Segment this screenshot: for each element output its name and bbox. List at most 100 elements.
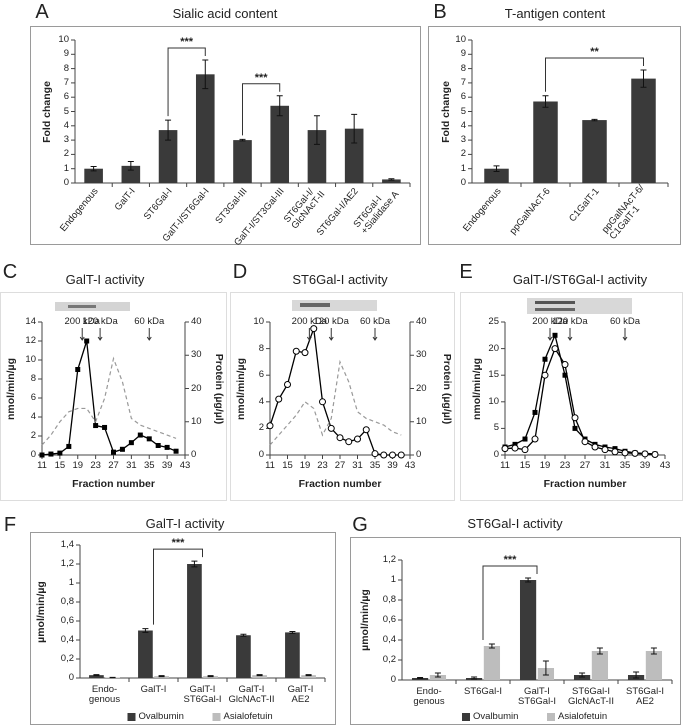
marker [75, 367, 81, 372]
y-tick-label: 6 [63, 90, 69, 102]
marker [581, 438, 589, 446]
bar [519, 580, 537, 680]
marker [522, 436, 528, 442]
error-bar [640, 69, 647, 88]
y-tick-label: 0 [68, 671, 74, 683]
x-tick-label: 43 [179, 459, 191, 471]
marker [561, 361, 569, 369]
chart-title: ST6Gal-I activity [292, 271, 388, 287]
bar [187, 564, 202, 678]
marker [621, 449, 629, 457]
y-tick-label: 0,2 [60, 652, 74, 664]
size-marker-label: 200 kDa [291, 315, 328, 327]
bar [484, 168, 509, 183]
x-tick-label: 27 [108, 459, 119, 471]
x-tick-label: ST6Gal-I [463, 686, 503, 697]
error-bar [542, 660, 549, 676]
bar [236, 635, 251, 678]
x-tick-label: 15 [54, 459, 66, 471]
error-bar [493, 165, 500, 173]
x-tick-label: GalT-I AE2 [287, 684, 314, 706]
significance-label: *** [171, 537, 185, 550]
error-bar [240, 633, 247, 637]
error-bar [525, 577, 532, 583]
marker [362, 426, 370, 434]
panel-frame [30, 26, 421, 245]
size-marker-label: 120 kDa [82, 315, 118, 327]
y-tick-label: 0,8 [382, 593, 396, 605]
size-marker-arrow [79, 328, 85, 341]
bar [195, 74, 215, 183]
y-tick-label: 25 [488, 315, 499, 327]
size-marker-arrow [328, 328, 334, 341]
y2-tick-label: 40 [416, 315, 427, 327]
size-marker-label: 120 kDa [552, 315, 588, 327]
panel-letter: B [433, 1, 447, 23]
y-tick-label: 5 [460, 105, 466, 117]
significance-label: *** [503, 553, 517, 566]
y-tick-label: 5 [63, 105, 69, 117]
error-bar [488, 643, 495, 649]
panel-frame [460, 292, 683, 501]
marker [93, 423, 99, 429]
bar [233, 140, 252, 183]
x-tick-label: 15 [282, 459, 293, 471]
y-axis-label: nmol/min/µg [471, 357, 484, 420]
marker [301, 349, 309, 357]
y-tick-label: 0 [493, 448, 499, 460]
bar [645, 651, 663, 680]
y-tick-label: 0 [30, 448, 36, 460]
x-tick-label: 39 [161, 459, 173, 471]
chart-title: GalT-I activity [145, 515, 225, 531]
y-tick-label: 14 [25, 315, 36, 327]
significance-label: *** [180, 35, 194, 48]
gel-band [68, 305, 96, 308]
chart-title: ST6Gal-I activity [467, 515, 563, 531]
y-tick-label: 0,6 [382, 613, 396, 625]
y-tick-label: 10 [58, 33, 69, 45]
marker [542, 356, 548, 362]
error-bar [633, 671, 640, 679]
y-axis-label: Fold change [41, 80, 54, 143]
bar [591, 651, 609, 680]
x-tick-label: 11 [500, 459, 510, 471]
marker [327, 424, 335, 432]
panel-frame [0, 292, 227, 501]
y-tick-label: 8 [30, 372, 36, 384]
y-tick-label: 6 [460, 90, 466, 102]
x-tick-label: 19 [299, 459, 311, 471]
x-tick-label: 35 [143, 459, 155, 471]
legend-swatch [212, 713, 221, 721]
x-tick-label: 11 [265, 459, 275, 471]
size-marker-arrow [567, 328, 573, 341]
marker [531, 435, 539, 443]
marker [336, 434, 344, 442]
size-marker-arrow [306, 328, 312, 341]
bar [382, 179, 401, 183]
y-tick-label: 10 [488, 395, 499, 407]
marker [541, 371, 549, 379]
y-tick-label: 1 [68, 576, 74, 588]
y-tick-label: 2 [30, 429, 36, 441]
error-bar [207, 675, 214, 678]
y2-tick-label: 10 [416, 415, 427, 427]
bar [138, 630, 153, 678]
significance-label: ** [590, 45, 599, 58]
y-tick-label: 2 [460, 148, 466, 160]
error-bar [191, 560, 198, 568]
x-tick-label: 23 [559, 459, 571, 471]
y-tick-label: 0 [460, 176, 466, 188]
protein-line [41, 356, 177, 446]
chart-title: GalT-I activity [65, 271, 145, 287]
size-marker-label: 200 kDa [64, 315, 100, 327]
y2-tick-label: 40 [191, 315, 202, 327]
size-marker-arrow [97, 328, 103, 341]
x-tick-label: 11 [37, 459, 47, 471]
significance-bracket [545, 57, 644, 92]
error-bar [276, 95, 283, 117]
y2-tick-label: 0 [191, 448, 197, 460]
size-marker-label: 60 kDa [609, 315, 641, 327]
error-bar [471, 676, 478, 680]
marker [57, 450, 63, 456]
bar [84, 168, 103, 183]
